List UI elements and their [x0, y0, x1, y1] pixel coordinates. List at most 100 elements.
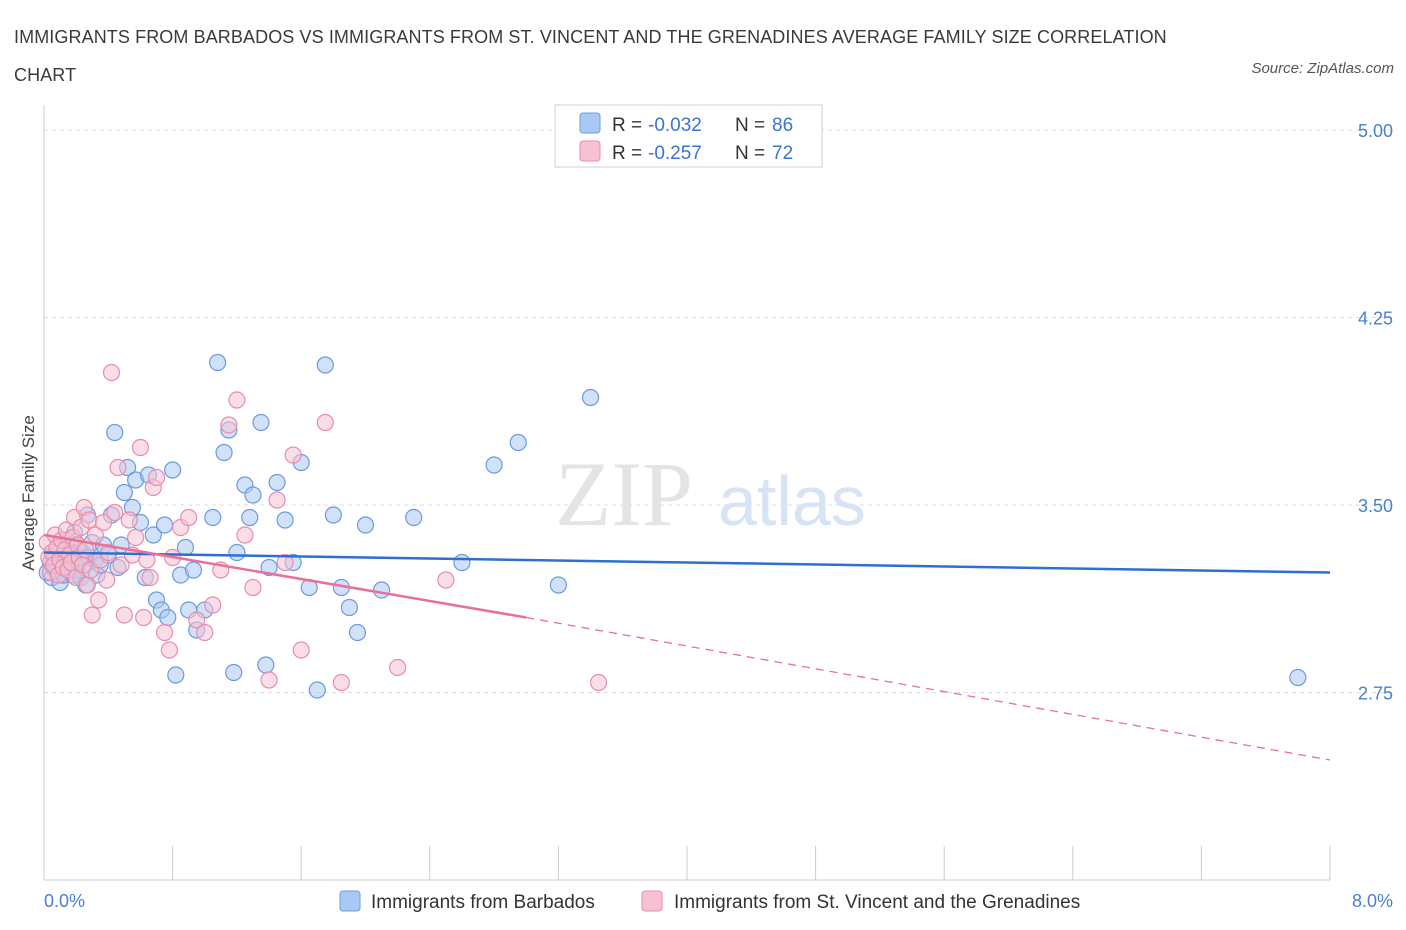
stats-legend-swatch-pink — [579, 140, 601, 162]
data-point — [184, 561, 203, 579]
stats-r-value-pink: -0.257 — [648, 143, 702, 164]
data-point — [204, 596, 222, 614]
data-point — [228, 391, 246, 409]
data-point — [120, 511, 138, 529]
stats-n-value-blue: 86 — [772, 115, 793, 136]
data-point — [348, 623, 367, 642]
data-point — [83, 606, 101, 624]
legend-label-barbados: Immigrants from Barbados — [371, 892, 595, 913]
data-point — [209, 353, 227, 372]
data-point — [141, 568, 159, 587]
data-point — [332, 673, 350, 692]
data-point — [98, 571, 116, 589]
data-point — [147, 468, 166, 487]
data-point — [135, 608, 153, 627]
data-point — [80, 511, 98, 529]
data-point — [106, 423, 124, 442]
data-point — [485, 456, 503, 474]
stats-n-value-pink: 72 — [772, 143, 793, 164]
data-point — [115, 606, 133, 624]
data-point — [244, 486, 262, 504]
data-point — [155, 516, 174, 534]
y-tick-label: 2.75 — [1358, 684, 1393, 704]
data-point — [324, 506, 342, 524]
trend-lines — [43, 533, 1331, 761]
data-point — [453, 553, 471, 572]
data-point — [220, 416, 238, 434]
data-point — [268, 491, 286, 509]
data-point — [252, 413, 270, 432]
legend-swatch-barbados — [339, 890, 361, 912]
data-point — [244, 578, 262, 597]
data-point — [236, 526, 254, 544]
legend-label-st-vincent: Immigrants from St. Vincent and the Gren… — [674, 892, 1080, 913]
data-point — [276, 553, 294, 572]
trend-line-blue — [43, 551, 1331, 574]
data-point — [581, 388, 600, 407]
data-point — [102, 363, 121, 382]
bottom-legend: Immigrants from Barbados Immigrants from… — [339, 890, 1080, 913]
watermark-atlas: atlas — [718, 462, 866, 540]
stats-legend-swatch-blue — [579, 112, 601, 134]
data-point — [115, 483, 133, 502]
stats-n-label-blue: N = — [735, 115, 765, 136]
stats-n-label-pink: N = — [735, 143, 765, 164]
data-point — [155, 623, 174, 642]
source-label: Source: ZipAtlas.com — [1251, 60, 1394, 77]
stats-r-label-blue: R = — [612, 115, 642, 136]
data-point — [284, 446, 302, 464]
y-tick-label: 5.00 — [1358, 121, 1393, 141]
data-point — [109, 458, 127, 477]
data-point — [372, 581, 391, 599]
data-point — [90, 591, 108, 609]
data-point — [340, 598, 359, 617]
data-point — [180, 508, 198, 527]
data-point — [228, 543, 246, 562]
trend-line-pink — [43, 533, 527, 619]
data-point — [106, 503, 124, 522]
data-point — [164, 461, 182, 479]
data-point — [144, 526, 162, 544]
trend-line-extension-pink — [526, 616, 1331, 761]
data-point — [167, 666, 185, 684]
data-point — [241, 508, 259, 527]
data-point — [356, 516, 375, 534]
data-point — [549, 576, 568, 594]
data-point — [77, 541, 95, 559]
stats-r-label-pink: R = — [612, 143, 642, 164]
data-point — [316, 356, 334, 374]
data-point — [589, 673, 608, 692]
data-point — [131, 438, 150, 457]
stats-r-value-blue: -0.032 — [648, 115, 702, 136]
data-point — [257, 656, 275, 674]
data-point — [94, 513, 113, 532]
series-st-vincent-points — [38, 363, 608, 692]
chart-title: IMMIGRANTS FROM BARBADOS VS IMMIGRANTS F… — [14, 27, 1167, 85]
data-point — [196, 623, 214, 642]
data-point — [260, 558, 278, 577]
data-point — [127, 528, 145, 547]
legend-swatch-st-vincent — [641, 890, 663, 912]
data-point — [260, 671, 278, 689]
data-point — [405, 508, 423, 527]
data-point — [276, 511, 294, 529]
data-point — [268, 473, 286, 492]
watermark-zip: ZIP — [555, 443, 693, 545]
data-point — [78, 576, 97, 594]
axes — [43, 105, 1331, 881]
data-point — [160, 641, 178, 659]
data-point — [308, 681, 326, 699]
data-point — [204, 508, 222, 527]
x-tick-label-max: 8.0% — [1352, 891, 1393, 911]
y-tick-label: 3.50 — [1358, 496, 1393, 516]
data-point — [215, 443, 233, 462]
data-point — [389, 658, 407, 677]
x-tick-label-min: 0.0% — [44, 891, 85, 911]
y-tick-labels: 5.00 4.25 3.50 2.75 — [1358, 121, 1393, 704]
data-point — [1289, 668, 1307, 687]
data-point — [316, 413, 334, 432]
data-point — [292, 641, 310, 659]
data-point — [509, 433, 527, 452]
data-point — [188, 611, 206, 629]
